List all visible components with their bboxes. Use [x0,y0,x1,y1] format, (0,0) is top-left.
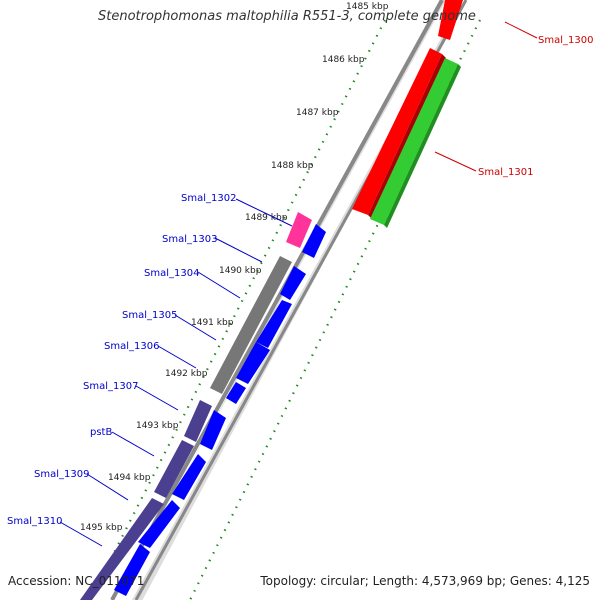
leader-lines [59,21,538,547]
scale-ticks: 1485 kbp 1486 kbp 1487 kbp 1488 kbp 1489… [80,2,389,533]
tick-label: 1494 kbp [108,473,151,483]
gene-pstb[interactable] [184,400,212,442]
gene-label: Smal_1309 [34,469,89,480]
gene-smal-1302-arrow[interactable] [302,224,326,258]
backbone-line-left [110,0,444,600]
topology-text: Topology: circular; Length: 4,573,969 bp… [260,574,590,588]
tick-label: 1488 kbp [271,161,314,171]
gene-label: Smal_1310 [7,516,62,527]
gene-label: Smal_1302 [181,193,236,204]
tick-label: 1490 kbp [219,266,262,276]
gene-smal-1302[interactable] [286,212,312,248]
tick-label: 1495 kbp [80,523,123,533]
gene-smal-1307[interactable] [226,382,246,404]
gene-smal-1309[interactable] [154,440,194,498]
tick-label: 1489 kbp [245,213,288,223]
gene-pstb-arrow[interactable] [200,410,226,450]
gene-label: Smal_1301 [478,167,533,178]
gene-label: Smal_1305 [122,310,177,321]
gene-smal-1301-shade [368,54,446,219]
gene-label: Smal_1303 [162,234,217,245]
tick-label: 1485 kbp [346,2,389,12]
gene-smal-1306[interactable] [236,342,270,384]
gene-label: Smal_1304 [144,268,199,279]
gene-labels: Smal_1300 Smal_1301 Smal_1302 Smal_1303 … [7,35,593,527]
gene-smal-1301[interactable] [352,48,442,215]
gene-smal-1305[interactable] [256,300,292,348]
gene-smal-1304[interactable] [280,266,306,300]
outer-scale-line [189,19,481,600]
tick-label: 1487 kbp [296,108,339,118]
gene-smal-1303[interactable] [210,256,292,394]
gene-green-shade [384,64,461,228]
tick-label: 1492 kbp [165,369,208,379]
tick-label: 1493 kbp [136,421,179,431]
gene-label: Smal_1307 [83,381,138,392]
gene-smal-1309-arrow[interactable] [172,454,206,500]
accession-text: Accession: NC_011071 [8,574,145,588]
gene-smal-1300[interactable] [438,0,463,40]
backbone-band [117,0,461,600]
gene-label: Smal_1300 [538,35,593,46]
gene-label: Smal_1306 [104,341,159,352]
genome-title: Stenotrophomonas maltophilia R551-3, com… [98,9,476,24]
tick-label: 1491 kbp [191,318,234,328]
gene-label: pstB [90,427,112,438]
gene-smal-1310-arrow[interactable] [138,500,180,548]
tick-label: 1486 kbp [322,55,365,65]
gene-green[interactable] [370,58,458,225]
gene-smal-1310[interactable] [80,498,164,600]
gene-smal-1311-arrow[interactable] [114,544,150,596]
